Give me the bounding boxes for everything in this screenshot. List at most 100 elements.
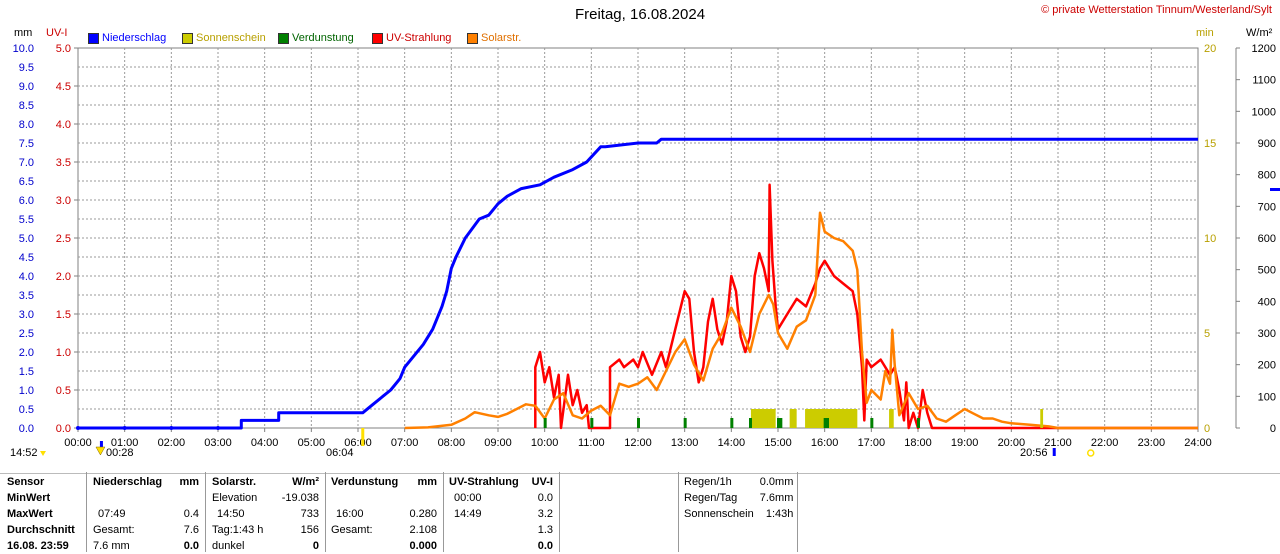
evaporation-mark	[683, 418, 687, 428]
stats-cell: -19.038	[281, 492, 319, 504]
sunshine-bar	[750, 409, 776, 428]
x-tick-label: 14:00	[718, 437, 746, 449]
stats-unit: mm	[179, 476, 199, 488]
sunshine-bar	[805, 409, 858, 428]
stats-cell: 0.000	[409, 540, 437, 552]
stats-cell: 0.0	[537, 492, 553, 504]
wm2-tick-label: 800	[1258, 170, 1276, 182]
stats-cell: 0.0mm	[759, 476, 794, 488]
right-axis: 2015105012001100100090080070060050040030…	[1204, 43, 1276, 435]
uv-tick-label: 5.0	[56, 43, 71, 55]
stats-col-divider	[678, 472, 679, 552]
mm-tick-label: 5.0	[19, 233, 34, 245]
mm-tick-label: 6.0	[19, 195, 34, 207]
evaporation-mark	[870, 418, 874, 428]
uv-tick-label: 2.5	[56, 233, 71, 245]
stats-cell: Gesamt:	[93, 524, 135, 536]
stats-col-divider	[205, 472, 206, 552]
stats-unit: W/m²	[292, 476, 319, 488]
chart-series	[78, 137, 1198, 430]
x-tick-label: 23:00	[1138, 437, 1166, 449]
stats-cell: 7.6mm	[759, 492, 794, 504]
x-tick-label: 08:00	[438, 437, 466, 449]
uv-tick-label: 3.5	[56, 157, 71, 169]
x-tick-label: 00:00	[64, 437, 92, 449]
uv-tick-label: 1.5	[56, 309, 71, 321]
uv-tick-label: 2.0	[56, 271, 71, 283]
stats-cell: 7.6	[183, 524, 199, 536]
stats-divider	[0, 473, 1280, 474]
wm2-tick-label: 1200	[1252, 43, 1276, 55]
chart-grid	[77, 47, 1199, 429]
wm2-tick-label: 200	[1258, 360, 1276, 372]
wm2-tick-label: 900	[1258, 138, 1276, 150]
stats-cell: 1:43h	[765, 508, 794, 520]
uv-tick-label: 3.0	[56, 195, 71, 207]
mm-tick-label: 7.0	[19, 157, 34, 169]
x-axis: 00:00 01:00 02:00 03:00 04:00 05:00 06:00 07:00…	[64, 428, 1212, 449]
sunshine-bar	[889, 409, 894, 428]
stats-sensor-column: Sensor MinWert MaxWert Durchschnitt 16.0…	[4, 474, 78, 554]
uv-tick-label: 1.0	[56, 347, 71, 359]
x-tick-label: 21:00	[1044, 437, 1072, 449]
stats-header: UV-Strahlung	[449, 476, 519, 488]
stats-header: Verdunstung	[331, 476, 399, 488]
legend-label: Niederschlag	[102, 32, 167, 44]
stats-cell	[446, 522, 527, 538]
x-tick-label: 18:00	[904, 437, 932, 449]
legend-sonnenschein: Sonnenschein	[182, 31, 266, 45]
uv-tick-label: 0.5	[56, 385, 71, 397]
wm2-tick-label: 100	[1258, 391, 1276, 403]
legend-uv: UV-Strahlung	[372, 31, 451, 45]
mm-tick-label: 3.0	[19, 309, 34, 321]
mm-tick-label: 9.5	[19, 62, 34, 74]
stats-cell: dunkel	[212, 540, 245, 552]
mm-tick-label: 8.0	[19, 119, 34, 131]
mm-unit-label: mm	[14, 27, 33, 39]
uv-tick-label: 0.0	[56, 423, 71, 435]
x-tick-label: 01:00	[111, 437, 139, 449]
stats-cell: Sonnenschein	[684, 508, 754, 520]
sun-markers	[40, 426, 1095, 457]
mm-tick-label: 1.0	[19, 385, 34, 397]
evaporation-mark	[590, 418, 594, 428]
legend-verdunstung: Verdunstung	[278, 31, 354, 45]
stats-header: Niederschlag	[93, 476, 163, 488]
evaporation-mark	[777, 418, 780, 428]
baseline-dot	[169, 426, 174, 430]
legend-niederschlag: Niederschlag	[88, 31, 166, 45]
wm2-tick-label: 600	[1258, 233, 1276, 245]
x-tick-label: 02:00	[158, 437, 186, 449]
mm-tick-label: 5.5	[19, 214, 34, 226]
uv-tick-label: 4.0	[56, 119, 71, 131]
x-tick-label: 07:00	[391, 437, 419, 449]
x-tick-label: 03:00	[204, 437, 232, 449]
min-tick-label: 5	[1204, 328, 1210, 340]
stats-cell: 156	[300, 524, 319, 536]
stats-unit: mm	[417, 476, 437, 488]
legend-swatch	[88, 32, 99, 44]
evaporation-mark	[749, 418, 752, 428]
stats-col-divider	[443, 472, 444, 552]
stats-header: Sensor	[7, 476, 45, 488]
stats-cell: Tag:1:43 h	[212, 524, 264, 536]
x-tick-label: 09:00	[484, 437, 512, 449]
baseline-dot	[216, 426, 220, 430]
wm2-tick-label: 400	[1258, 296, 1276, 308]
legend-swatch	[372, 32, 383, 44]
x-tick-label: 12:00	[624, 437, 652, 449]
x-tick-label: 11:00	[578, 437, 605, 449]
legend-swatch	[278, 32, 289, 44]
stats-header: Solarstr.	[212, 476, 257, 488]
legend-label: Sonnenschein	[196, 32, 266, 44]
min-unit-label: min	[1196, 27, 1214, 39]
legend-solar: Solarstr.	[467, 31, 521, 45]
sunrise-marker	[361, 428, 365, 446]
stats-cell: Gesamt:	[331, 524, 373, 536]
min-tick-label: 0	[1204, 423, 1210, 435]
stats-cell	[328, 490, 405, 506]
min-tick-label: 10	[1204, 233, 1216, 245]
evaporation-mark	[730, 418, 734, 428]
stats-cell: 0.280	[409, 508, 437, 520]
